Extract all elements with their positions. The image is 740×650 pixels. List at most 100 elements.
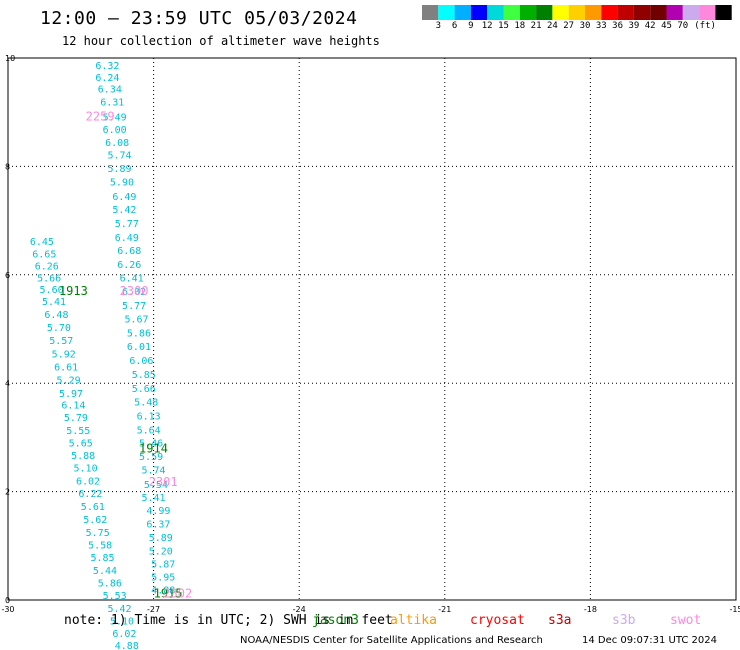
color-swatch	[470, 5, 488, 20]
x-tick-label: -18	[584, 605, 597, 614]
wave-height-label: 5.95	[151, 572, 175, 583]
color-swatch	[519, 5, 537, 20]
wave-height-label: 5.10	[74, 464, 98, 475]
wave-height-label: 6.14	[61, 401, 85, 412]
color-swatch	[487, 5, 504, 20]
wave-height-label: 4.99	[146, 506, 170, 517]
wave-height-label: 5.86	[98, 578, 122, 589]
pass-time-label: 2302	[163, 586, 192, 600]
wave-height-label: 5.10	[110, 616, 134, 627]
color-scale-tick-label: 15	[498, 21, 509, 31]
wave-height-label: 5.29	[57, 376, 81, 387]
wave-height-label: 6.68	[117, 246, 141, 257]
wave-height-label: 6.22	[78, 489, 102, 500]
wave-height-label: 6.34	[98, 85, 122, 96]
wave-height-label: 5.48	[134, 397, 158, 408]
credit-text: NOAA/NESDIS Center for Satellite Applica…	[240, 635, 543, 646]
color-scale-tick-label: 9	[468, 21, 474, 31]
color-scale-tick-label: 42	[644, 21, 656, 31]
color-scale-tick-label: 70	[677, 21, 689, 31]
y-tick-label: 10	[5, 54, 15, 63]
color-scale-unit: (ft)	[694, 21, 716, 31]
wave-height-label: 5.74	[141, 466, 165, 477]
color-scale-tick-label: 12	[481, 21, 493, 31]
color-scale-tick-label: 21	[530, 21, 542, 31]
x-tick-label: -24	[293, 605, 306, 614]
color-scale-bar	[422, 5, 732, 20]
wave-height-label: 5.65	[69, 439, 93, 450]
satellite-legend-item: s3a	[548, 613, 572, 628]
wave-height-label: 6.13	[137, 412, 161, 423]
color-swatch	[699, 5, 716, 20]
satellite-legend-item: altika	[390, 613, 437, 628]
wave-height-label: 5.67	[124, 314, 148, 325]
pass-time-label: 1915	[154, 586, 183, 600]
wave-height-label: 6.31	[100, 98, 124, 109]
color-scale-tick-label: 45	[661, 21, 672, 31]
y-tick-label: 0	[5, 596, 10, 605]
y-tick-label: 4	[5, 379, 10, 388]
y-tick-label: 2	[5, 488, 10, 497]
wave-height-label: 6.32	[95, 61, 119, 72]
generated-timestamp: 14 Dec 09:07:31 UTC 2024	[582, 635, 717, 646]
wave-height-label: 6.02	[122, 287, 146, 298]
wave-height-label: 5.74	[107, 150, 131, 161]
page-subtitle: 12 hour collection of altimeter wave hei…	[62, 34, 380, 48]
wave-height-label: 5.77	[115, 219, 139, 230]
color-swatch	[617, 5, 634, 20]
pass-time-labels: 1913 1914 1915 2259 2300 2301 2302	[59, 109, 192, 600]
wave-height-label: 5.89	[107, 164, 131, 175]
wave-height-label: 6.02	[76, 477, 100, 488]
color-scale-tick-label: 24	[546, 21, 558, 31]
color-swatch	[454, 5, 471, 20]
color-swatch	[633, 5, 651, 20]
wave-height-label: 5.20	[149, 546, 173, 557]
wave-height-label: 5.85	[91, 553, 115, 564]
wave-height-label: 5.86	[127, 329, 151, 340]
wave-height-label: 5.88	[71, 451, 95, 462]
wave-height-label: 6.37	[146, 519, 170, 530]
color-swatch	[552, 5, 569, 20]
wave-height-label: 5.92	[52, 350, 76, 361]
wave-height-labels: 6.326.246.346.315.496.006.085.745.895.90…	[30, 61, 175, 650]
wave-height-label: 6.26	[117, 260, 141, 271]
wave-height-label: 6.45	[30, 237, 54, 248]
color-swatch	[438, 5, 455, 20]
wave-height-label: 6.49	[115, 233, 139, 244]
wave-height-label: 5.41	[141, 493, 165, 504]
wave-height-label: 5.55	[66, 426, 90, 437]
wave-height-label: 6.00	[103, 125, 127, 136]
pass-time-label: 1914	[139, 442, 168, 456]
satellite-legend-item: swot	[670, 613, 702, 628]
color-swatch	[422, 5, 439, 20]
wave-height-label: 6.01	[127, 342, 151, 353]
page-title: 12:00 — 23:59 UTC 05/03/2024	[40, 8, 358, 29]
pass-time-label: 2259	[86, 109, 115, 123]
satellite-legend-item: s3b	[612, 613, 636, 628]
wave-height-label: 5.90	[110, 177, 134, 188]
color-swatch	[568, 5, 585, 20]
color-swatch	[585, 5, 602, 20]
color-swatch	[682, 5, 700, 20]
wave-height-label: 5.61	[81, 502, 105, 513]
color-swatch	[601, 5, 618, 20]
pass-time-label: 2300	[120, 284, 149, 298]
wave-height-label: 5.62	[83, 515, 107, 526]
wave-height-label: 5.53	[103, 591, 127, 602]
wave-height-label: 6.24	[95, 73, 119, 84]
pass-time-label: 1913	[59, 284, 88, 298]
wave-height-label: 6.61	[54, 363, 78, 374]
map-frame	[7, 57, 737, 601]
wave-height-label: 5.75	[86, 528, 110, 539]
wave-height-label: 5.66	[37, 273, 61, 284]
satellite-legend-item: cryosat	[470, 613, 525, 628]
color-scale-tick-label: 6	[451, 21, 458, 31]
color-scale-tick-label: 39	[628, 21, 640, 31]
wave-height-label: 5.66	[132, 384, 156, 395]
wave-height-label: 6.48	[44, 310, 68, 321]
satellite-legend-item: jason3	[312, 613, 359, 628]
color-scale-tick-label: 18	[514, 21, 526, 31]
wave-height-label: 5.64	[137, 426, 161, 437]
x-tick-label: -15	[729, 605, 740, 614]
